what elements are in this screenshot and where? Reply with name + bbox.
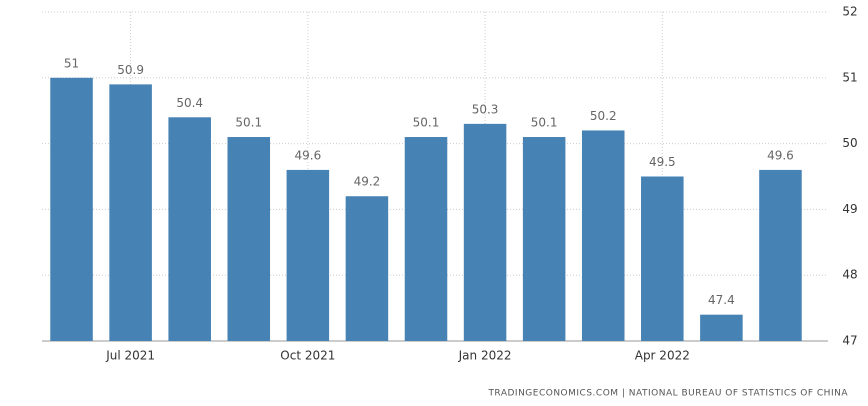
bar bbox=[581, 130, 625, 341]
bar bbox=[109, 84, 152, 341]
y-tick-label: 52 bbox=[842, 5, 857, 19]
y-tick-label: 48 bbox=[842, 268, 857, 282]
bar bbox=[463, 123, 507, 341]
x-tick-label: Jul 2021 bbox=[105, 349, 155, 363]
y-tick-label: 50 bbox=[842, 136, 857, 150]
y-tick-label: 47 bbox=[842, 334, 857, 348]
value-label: 50.1 bbox=[531, 116, 558, 130]
value-label: 50.1 bbox=[413, 116, 440, 130]
bar bbox=[404, 137, 448, 341]
bar bbox=[168, 117, 211, 341]
bar bbox=[50, 77, 93, 342]
x-tick-label: Jan 2022 bbox=[458, 349, 512, 363]
value-label: 50.3 bbox=[472, 102, 499, 116]
x-tick-label: Apr 2022 bbox=[635, 349, 690, 363]
value-label: 47.4 bbox=[708, 293, 735, 307]
bar bbox=[700, 314, 743, 341]
value-label: 49.6 bbox=[767, 148, 794, 162]
value-label: 50.4 bbox=[176, 96, 203, 110]
bar bbox=[345, 196, 389, 341]
bar bbox=[286, 169, 330, 341]
y-tick-label: 51 bbox=[842, 70, 857, 84]
value-label: 49.6 bbox=[294, 148, 321, 162]
bar bbox=[227, 137, 271, 341]
value-label: 49.2 bbox=[354, 175, 381, 189]
value-label: 50.9 bbox=[117, 63, 144, 77]
value-label: 50.2 bbox=[590, 109, 617, 123]
y-tick-label: 49 bbox=[842, 202, 857, 216]
source: TRADINGECONOMICS.COM | NATIONAL BUREAU O… bbox=[487, 389, 848, 399]
bar bbox=[641, 176, 684, 341]
x-tick-label: Oct 2021 bbox=[280, 349, 335, 363]
value-label: 51 bbox=[64, 56, 79, 70]
bar bbox=[759, 169, 802, 341]
bar bbox=[522, 137, 566, 341]
value-label: 50.1 bbox=[235, 116, 262, 130]
value-label: 49.5 bbox=[649, 155, 676, 169]
